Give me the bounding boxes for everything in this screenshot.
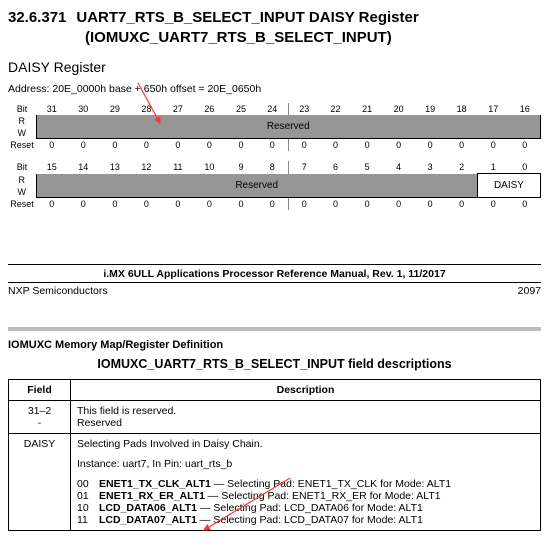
desc-line: Reserved <box>77 417 534 429</box>
r-label: R <box>8 115 36 127</box>
manual-title: i.MX 6ULL Applications Processor Referen… <box>8 264 541 283</box>
w-label: W <box>8 186 36 198</box>
desc-line: This field is reserved. <box>77 405 534 417</box>
register-table-low: Bit 15141312 111098 7654 3210 R Reserved… <box>8 161 541 210</box>
reserved-cell-low: Reserved <box>36 174 477 198</box>
sub-heading: DAISY Register <box>8 59 541 75</box>
bit-label: Bit <box>8 161 36 174</box>
footer-row: NXP Semiconductors 2097 <box>8 283 541 301</box>
table-row: 31–2 - This field is reserved. Reserved <box>9 401 541 434</box>
desc-line: Instance: uart7, In Pin: uart_rts_b <box>77 458 534 470</box>
daisy-cell: DAISY <box>477 174 540 198</box>
register-table-high: Bit 31302928 27262524 23222120 19181716 … <box>8 103 541 152</box>
enum-line: 11LCD_DATA07_ALT1 — Selecting Pad: LCD_D… <box>77 514 534 526</box>
desc-line: Selecting Pads Involved in Daisy Chain. <box>77 438 534 450</box>
w-label: W <box>8 127 36 139</box>
section-number: 32.6.371 <box>8 8 66 28</box>
enum-line: 10LCD_DATA06_ALT1 — Selecting Pad: LCD_D… <box>77 502 534 514</box>
enum-line: 01ENET1_RX_ER_ALT1 — Selecting Pad: ENET… <box>77 490 534 502</box>
field-range: 31–2 <box>15 405 64 417</box>
address-line: Address: 20E_0000h base + 650h offset = … <box>8 83 541 95</box>
field-sub: - <box>15 417 64 429</box>
table-row: DAISY Selecting Pads Involved in Daisy C… <box>9 434 541 531</box>
reset-label: Reset <box>8 198 36 211</box>
r-label: R <box>8 174 36 186</box>
th-description: Description <box>71 380 541 401</box>
reserved-cell-high: Reserved <box>36 115 541 139</box>
page-number: 2097 <box>518 285 541 297</box>
enum-line: 00ENET1_TX_CLK_ALT1 — Selecting Pad: ENE… <box>77 478 534 490</box>
section-heading: 32.6.371 UART7_RTS_B_SELECT_INPUT DAISY R… <box>8 8 541 49</box>
reg-title-l2: (IOMUXC_UART7_RTS_B_SELECT_INPUT) <box>85 28 541 48</box>
field-description-table: Field Description 31–2 - This field is r… <box>8 379 541 531</box>
memory-map-heading: IOMUXC Memory Map/Register Definition <box>8 339 541 351</box>
table-title: IOMUXC_UART7_RTS_B_SELECT_INPUT field de… <box>8 357 541 371</box>
bit-label: Bit <box>8 103 36 115</box>
reg-title-l1: UART7_RTS_B_SELECT_INPUT DAISY Register <box>76 9 418 26</box>
vendor-name: NXP Semiconductors <box>8 285 108 297</box>
field-name: DAISY <box>9 434 71 531</box>
reset-label: Reset <box>8 139 36 152</box>
page-divider <box>8 327 541 331</box>
th-field: Field <box>9 380 71 401</box>
